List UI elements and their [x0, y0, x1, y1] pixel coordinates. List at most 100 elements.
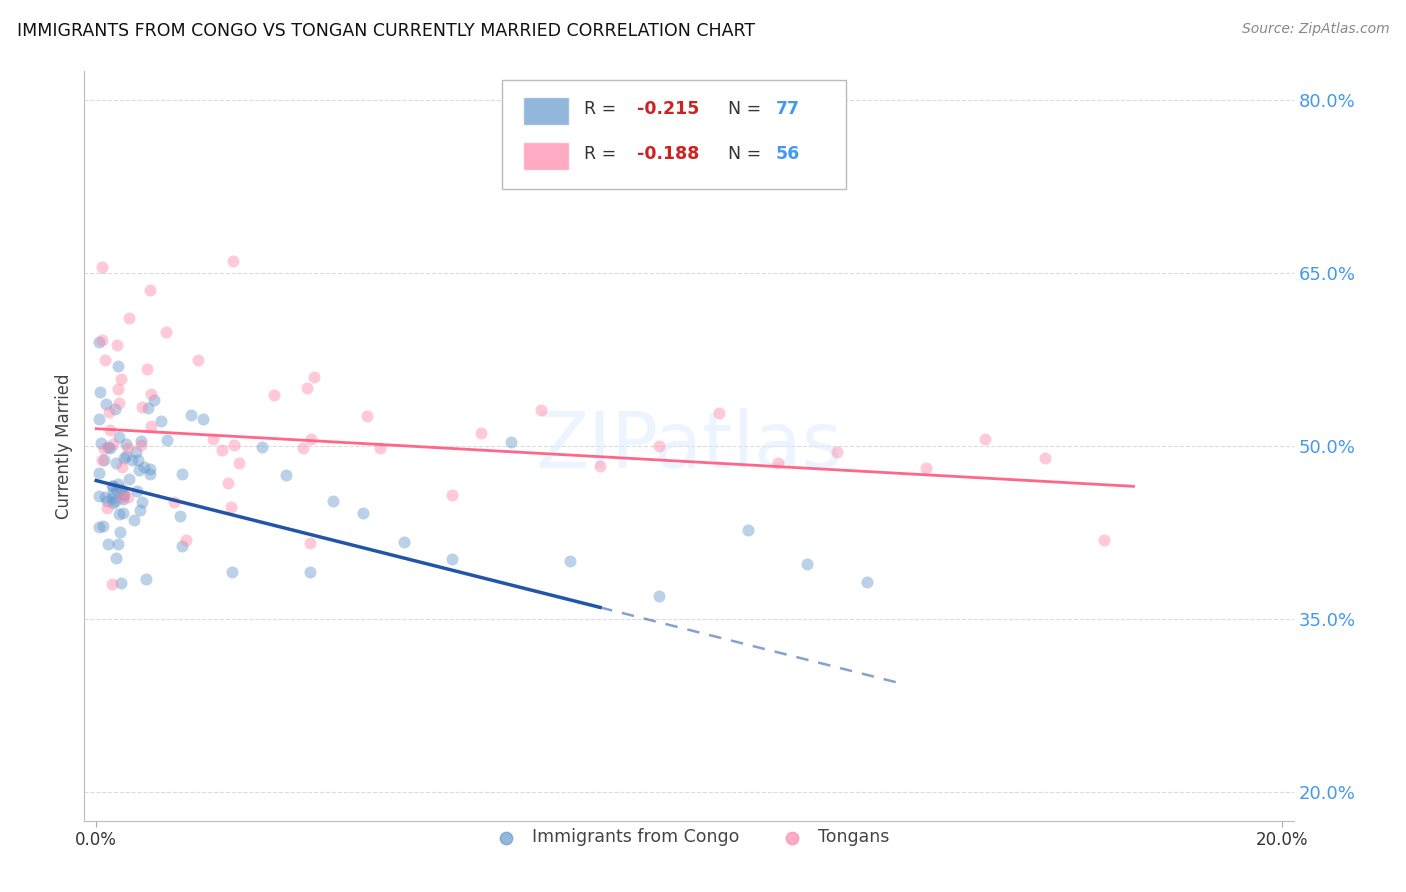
Point	[110, 524, 132, 539]
Point	[139, 284, 162, 298]
Point	[115, 437, 138, 451]
Point	[129, 438, 152, 452]
Point	[93, 442, 115, 456]
Point	[121, 453, 143, 467]
Point	[89, 520, 111, 534]
Point	[530, 402, 553, 417]
Point	[169, 508, 191, 523]
Point	[174, 533, 197, 548]
Point	[187, 352, 209, 367]
Point	[304, 369, 326, 384]
Point	[139, 467, 162, 482]
Point	[89, 412, 111, 426]
Point	[118, 310, 141, 325]
Legend: Immigrants from Congo, Tongans: Immigrants from Congo, Tongans	[482, 822, 896, 853]
Point	[170, 467, 193, 482]
Point	[101, 486, 124, 500]
Point	[322, 494, 344, 508]
Point	[274, 468, 297, 483]
Point	[89, 335, 111, 350]
Point	[131, 495, 153, 509]
Point	[101, 491, 124, 505]
Point	[134, 460, 156, 475]
Point	[105, 483, 128, 497]
Point	[124, 444, 146, 458]
Point	[128, 463, 150, 477]
Point	[470, 426, 492, 441]
Point	[131, 401, 153, 415]
Point	[111, 487, 134, 501]
Point	[298, 565, 321, 579]
Point	[111, 490, 134, 504]
Text: N =: N =	[717, 145, 766, 162]
Point	[97, 537, 120, 551]
Point	[250, 440, 273, 454]
Point	[766, 456, 789, 470]
Point	[107, 382, 129, 396]
Point	[131, 434, 153, 449]
Point	[139, 419, 162, 434]
Point	[117, 442, 139, 456]
Point	[96, 494, 118, 508]
Text: -0.215: -0.215	[637, 100, 699, 118]
Text: ZIPatlas: ZIPatlas	[536, 408, 842, 484]
Point	[217, 475, 239, 490]
Point	[291, 442, 314, 456]
FancyBboxPatch shape	[523, 142, 569, 170]
Point	[707, 406, 730, 420]
Point	[89, 384, 111, 399]
Point	[104, 550, 127, 565]
Point	[149, 415, 172, 429]
Point	[1033, 450, 1056, 465]
Point	[222, 438, 245, 452]
Point	[104, 402, 127, 417]
Point	[107, 537, 129, 551]
Point	[103, 495, 125, 509]
Point	[737, 523, 759, 537]
Point	[111, 507, 134, 521]
Point	[97, 440, 120, 454]
Point	[135, 362, 157, 376]
Text: 77: 77	[776, 100, 800, 118]
Point	[648, 589, 671, 603]
Point	[648, 440, 671, 454]
Point	[111, 460, 134, 475]
Point	[100, 479, 122, 493]
Point	[1092, 533, 1115, 548]
Point	[101, 478, 124, 492]
Text: IMMIGRANTS FROM CONGO VS TONGAN CURRENTLY MARRIED CORRELATION CHART: IMMIGRANTS FROM CONGO VS TONGAN CURRENTL…	[17, 22, 755, 40]
Point	[118, 472, 141, 486]
Point	[111, 491, 134, 506]
Point	[219, 500, 242, 514]
Point	[299, 432, 322, 446]
Point	[440, 488, 463, 502]
FancyBboxPatch shape	[523, 97, 569, 125]
Point	[105, 337, 128, 351]
Point	[110, 482, 132, 496]
Point	[222, 254, 245, 268]
Point	[91, 260, 114, 275]
Point	[915, 460, 938, 475]
Point	[356, 409, 378, 423]
Point	[352, 506, 374, 520]
Point	[108, 396, 131, 410]
Point	[91, 453, 114, 467]
Point	[101, 437, 124, 451]
Point	[368, 441, 391, 455]
Point	[107, 477, 129, 491]
Point	[104, 456, 127, 470]
Text: -0.188: -0.188	[637, 145, 699, 162]
Point	[501, 435, 523, 450]
Point	[115, 449, 138, 463]
Y-axis label: Currently Married: Currently Married	[55, 373, 73, 519]
Point	[101, 577, 124, 591]
Point	[129, 503, 152, 517]
Point	[110, 372, 132, 386]
Point	[180, 408, 202, 422]
Text: R =: R =	[583, 100, 621, 118]
Point	[90, 436, 112, 450]
Point	[191, 412, 214, 426]
Point	[170, 539, 193, 553]
Point	[163, 495, 186, 509]
Point	[89, 466, 111, 480]
